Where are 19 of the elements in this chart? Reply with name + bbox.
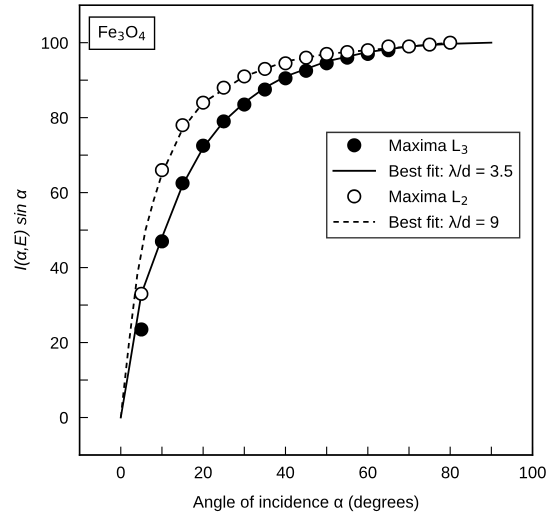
x-tick-label: 40 [276,466,294,478]
annotation: Fe$_{3}$O$_{4}$ [99,26,146,40]
legend-label: Maxima L$_{2}$ [390,190,468,205]
y-tick-label: 40 [50,262,68,274]
y-tick-label: 20 [50,336,68,349]
x-tick-label: 80 [442,466,459,478]
legend-label: Best fit: λ/d = 9 [390,216,498,228]
x-tick-label: 100 [520,466,546,478]
y-tick-label: 60 [50,187,68,199]
x-tick-label: 20 [194,466,212,478]
y-tick-label: 0 [60,412,68,424]
x-tick-label: 60 [359,466,376,478]
y-axis-title: I(α,E) sin α [14,189,30,270]
legend-label: Best fit: λ/d = 3.5 [390,164,512,177]
x-tick-label: 0 [116,466,125,478]
x-axis-title: Angle of incidence α (degrees) [192,496,418,512]
y-tick-label: 80 [50,112,68,124]
legend-label: Maxima L$_{3}$ [390,138,468,154]
y-tick-label: 100 [42,37,68,49]
